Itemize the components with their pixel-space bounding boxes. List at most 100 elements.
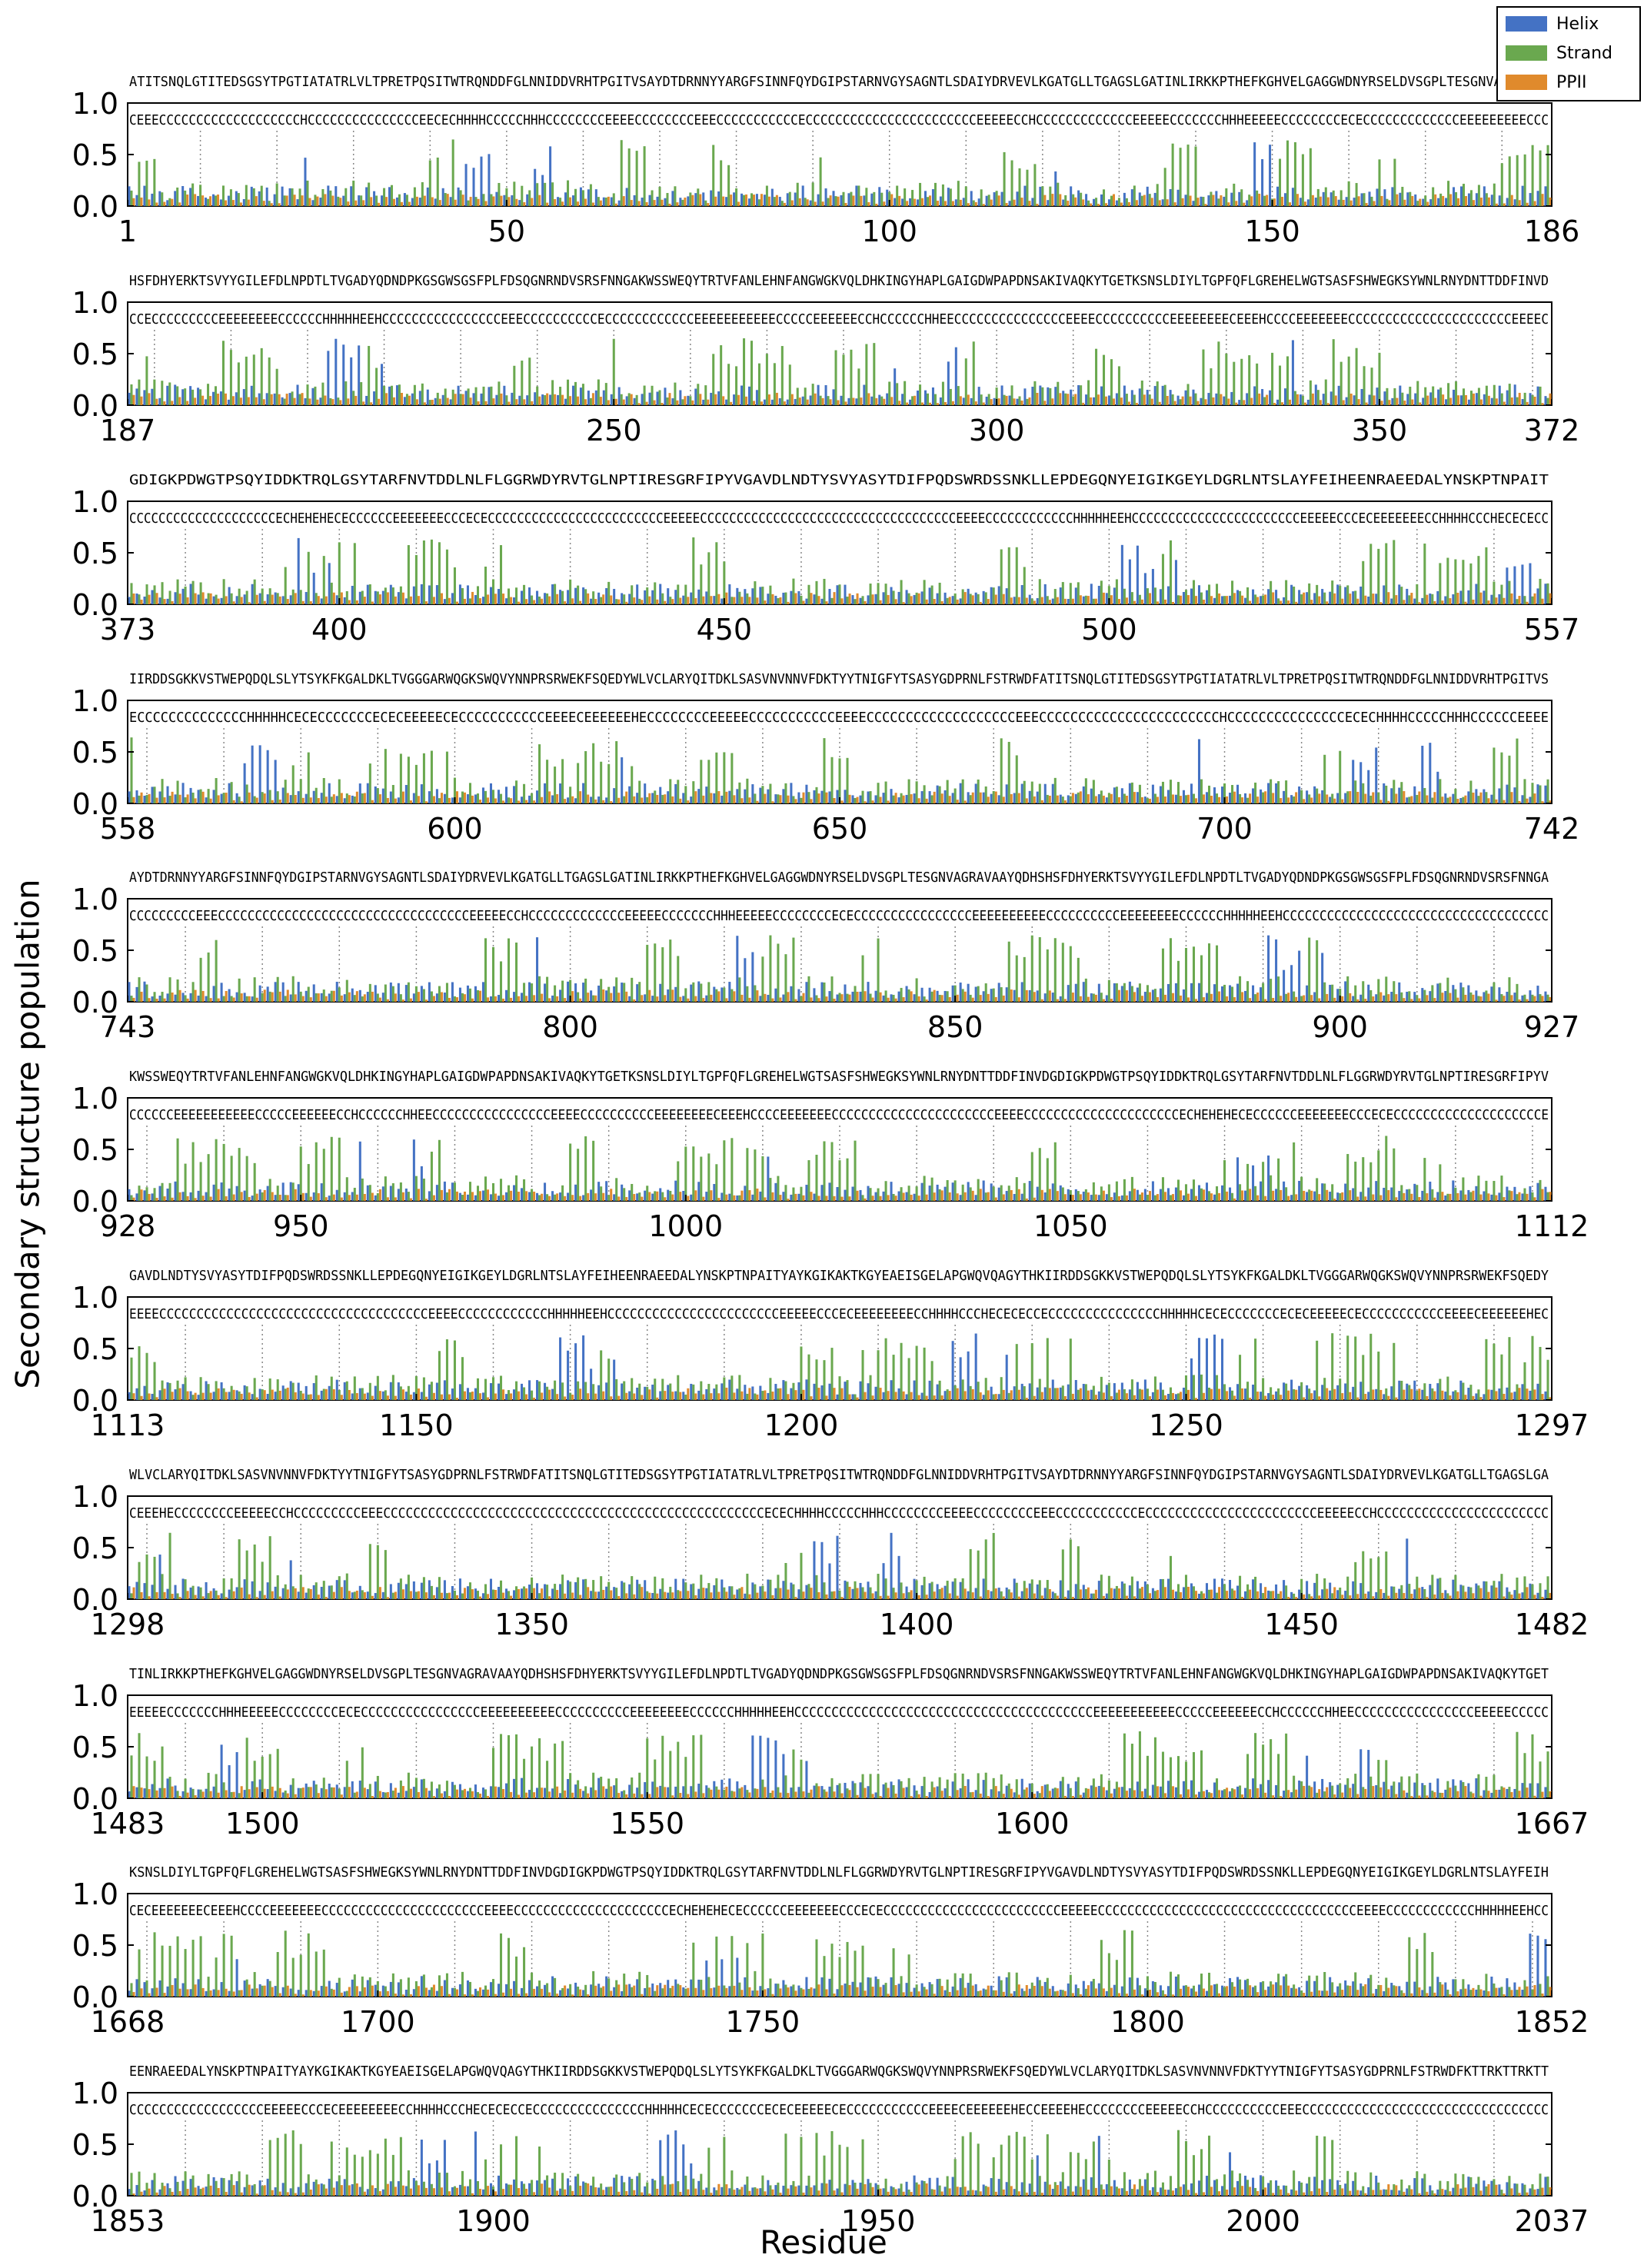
bar-strand bbox=[1254, 1186, 1257, 1201]
bar-strand bbox=[704, 385, 707, 405]
bar-helix bbox=[828, 991, 831, 1002]
bar-strand bbox=[792, 796, 795, 803]
bar-strand bbox=[1362, 981, 1365, 1002]
bar-strand bbox=[1125, 394, 1128, 405]
bar-helix bbox=[1445, 198, 1448, 206]
bar-helix bbox=[489, 1194, 492, 1201]
bar-strand bbox=[567, 379, 570, 405]
bar-ppii bbox=[455, 601, 459, 604]
bar-helix bbox=[1128, 981, 1131, 1002]
bar-strand bbox=[1454, 1390, 1457, 1400]
bar-strand bbox=[1423, 544, 1426, 604]
bar-strand bbox=[807, 584, 810, 604]
bar-strand bbox=[984, 983, 987, 1002]
bar-helix bbox=[1267, 589, 1270, 604]
bar-strand bbox=[222, 1388, 225, 1400]
bar-ppii bbox=[1179, 1392, 1183, 1400]
bar-ppii bbox=[1094, 598, 1097, 604]
bar-strand bbox=[531, 1746, 534, 1798]
bar-ppii bbox=[538, 396, 541, 405]
x-tick-label: 350 bbox=[1352, 414, 1408, 447]
bar-ppii bbox=[155, 593, 158, 604]
bar-helix bbox=[1383, 1187, 1386, 1201]
bar-ppii bbox=[610, 1396, 613, 1400]
bar-strand bbox=[1015, 755, 1018, 803]
bar-helix bbox=[774, 1182, 777, 1201]
bar-helix bbox=[480, 393, 483, 405]
bar-ppii bbox=[1233, 791, 1236, 803]
bar-ppii bbox=[1288, 399, 1292, 405]
bar-helix bbox=[1238, 191, 1241, 206]
bar-helix bbox=[751, 588, 754, 604]
bar-helix bbox=[628, 786, 631, 803]
bar-helix bbox=[1475, 193, 1478, 206]
bar-ppii bbox=[641, 600, 644, 604]
bar-ppii bbox=[525, 1394, 528, 1400]
bar-strand bbox=[615, 1588, 618, 1599]
bar-ppii bbox=[1487, 798, 1490, 803]
bar-helix bbox=[335, 1379, 338, 1400]
bar-helix bbox=[767, 1392, 770, 1400]
bar-ppii bbox=[317, 798, 320, 803]
bar-ppii bbox=[1541, 194, 1544, 206]
bar-ppii bbox=[1187, 997, 1190, 1002]
bar-ppii bbox=[1303, 1397, 1306, 1400]
bar-helix bbox=[1375, 994, 1378, 1002]
bar-helix bbox=[636, 793, 639, 803]
bar-helix bbox=[350, 357, 353, 405]
bar-ppii bbox=[270, 394, 273, 405]
bar-strand bbox=[684, 988, 687, 1002]
sequence-label: IIRDDSGKKVSTWEPQDQLSLYTSYKFKGALDKLTVGGGA… bbox=[129, 671, 1549, 687]
bar-ppii bbox=[510, 997, 513, 1002]
bar-ppii bbox=[186, 794, 189, 803]
bar-helix bbox=[151, 590, 154, 604]
bar-strand bbox=[1446, 977, 1449, 1002]
bar-ppii bbox=[1204, 204, 1207, 206]
bar-helix bbox=[135, 388, 138, 405]
bar-strand bbox=[769, 1378, 772, 1400]
bar-strand bbox=[615, 977, 618, 1002]
bar-ppii bbox=[1464, 601, 1467, 604]
bar-strand bbox=[538, 1195, 541, 1201]
bar-ppii bbox=[385, 197, 388, 206]
bar-strand bbox=[207, 593, 210, 604]
bar-helix bbox=[1200, 196, 1203, 206]
bar-ppii bbox=[1017, 597, 1020, 604]
bar-helix bbox=[667, 1189, 670, 1201]
bar-strand bbox=[577, 1381, 580, 1400]
bar-strand bbox=[1100, 790, 1103, 803]
bar-ppii bbox=[1426, 995, 1429, 1002]
bar-helix bbox=[389, 584, 392, 604]
bar-strand bbox=[322, 778, 325, 803]
bar-ppii bbox=[508, 197, 511, 206]
bar-strand bbox=[1508, 384, 1511, 405]
bar-ppii bbox=[637, 403, 641, 405]
bar-strand bbox=[1038, 937, 1041, 1002]
bar-strand bbox=[176, 979, 179, 1002]
bar-ppii bbox=[1233, 1198, 1236, 1201]
bar-strand bbox=[1469, 1587, 1473, 1599]
bar-helix bbox=[882, 793, 885, 803]
bar-strand bbox=[1546, 779, 1549, 803]
bar-ppii bbox=[155, 1397, 158, 1400]
bar-helix bbox=[651, 1384, 654, 1400]
bar-helix bbox=[228, 1392, 231, 1400]
bar-strand bbox=[930, 1177, 933, 1201]
bar-ppii bbox=[825, 1594, 828, 1599]
bar-ppii bbox=[707, 203, 710, 206]
bar-helix bbox=[189, 787, 192, 803]
bar-helix bbox=[1020, 783, 1023, 803]
bar-ppii bbox=[240, 1786, 243, 1798]
bar-helix bbox=[281, 787, 285, 803]
bar-strand bbox=[1393, 1586, 1396, 1599]
x-tick-label: 450 bbox=[697, 613, 753, 647]
bar-strand bbox=[1038, 1148, 1041, 1201]
bar-strand bbox=[322, 1388, 325, 1400]
bar-helix bbox=[1136, 792, 1139, 803]
bar-strand bbox=[969, 795, 972, 803]
bar-ppii bbox=[409, 998, 412, 1002]
bar-strand bbox=[569, 979, 572, 1002]
bar-helix bbox=[466, 985, 469, 1002]
bar-ppii bbox=[767, 394, 770, 405]
bar-ppii bbox=[1456, 593, 1459, 604]
